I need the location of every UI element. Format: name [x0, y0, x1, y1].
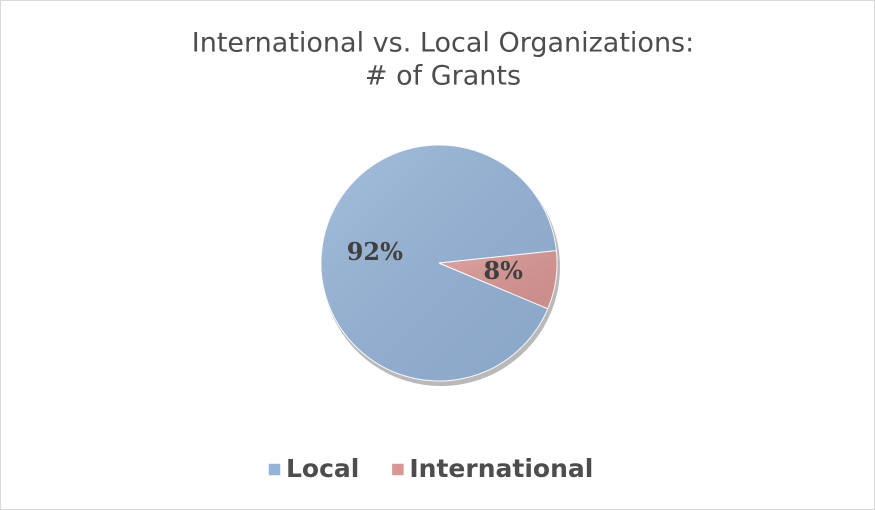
- title-line: # of Grants: [365, 61, 521, 92]
- legend-swatch: [267, 462, 282, 477]
- pie: 92% 8%: [320, 144, 558, 382]
- slice-shade: [321, 144, 557, 381]
- legend-swatch: [390, 462, 406, 477]
- legend: Local International: [267, 454, 593, 483]
- legend-label: Local: [286, 454, 359, 483]
- legend-label: International: [409, 454, 593, 483]
- title-line: International vs. Local Organizations:: [192, 28, 694, 59]
- slice-shade: [439, 250, 558, 309]
- chart-title: International vs. Local Organizations:# …: [192, 28, 694, 92]
- data-label: 92%: [347, 237, 403, 266]
- data-label: 8%: [483, 256, 523, 285]
